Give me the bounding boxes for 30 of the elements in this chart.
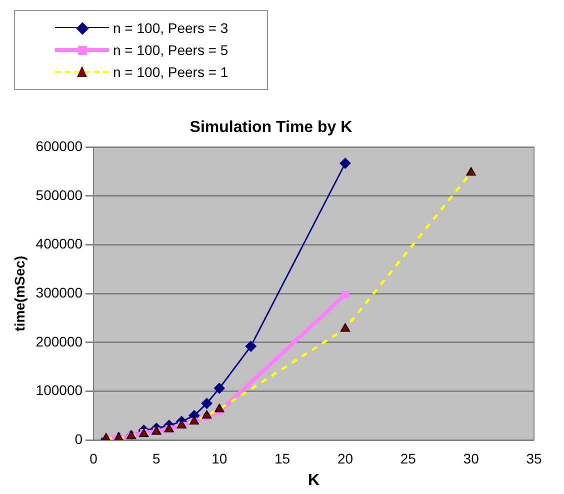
point <box>202 410 212 419</box>
x-tick-label: 5 <box>152 450 161 466</box>
y-axis-title: time(mSec) <box>11 256 28 332</box>
x-tick-label: 25 <box>400 450 416 466</box>
legend-label: n = 100, Peers = 3 <box>113 20 228 36</box>
y-tick-label: 100000 <box>36 382 83 398</box>
y-tick-label: 0 <box>74 430 83 447</box>
point <box>201 398 212 409</box>
point <box>245 340 256 352</box>
chart-title: Simulation Time by K <box>190 119 353 136</box>
y-tick-label: 400000 <box>36 236 83 252</box>
x-tick-label: 15 <box>274 450 290 466</box>
x-tick-label: 0 <box>90 450 98 466</box>
point <box>342 290 349 298</box>
y-tick-label: 600000 <box>36 138 83 154</box>
x-tick-label: 10 <box>212 450 228 466</box>
point <box>214 404 224 412</box>
legend-label: n = 100, Peers = 1 <box>113 64 228 80</box>
x-axis-title: K <box>308 472 320 489</box>
point <box>466 167 476 176</box>
legend-label: n = 100, Peers = 5 <box>113 42 228 58</box>
y-tick-label: 500000 <box>36 186 83 203</box>
y-tick-label: 300000 <box>36 284 83 300</box>
point <box>340 158 351 169</box>
point <box>214 382 225 394</box>
point <box>340 323 350 332</box>
x-tick-label: 30 <box>463 450 480 466</box>
x-tick-label: 20 <box>337 450 354 466</box>
y-tick-label: 200000 <box>36 333 83 350</box>
x-tick-label: 35 <box>526 450 542 466</box>
